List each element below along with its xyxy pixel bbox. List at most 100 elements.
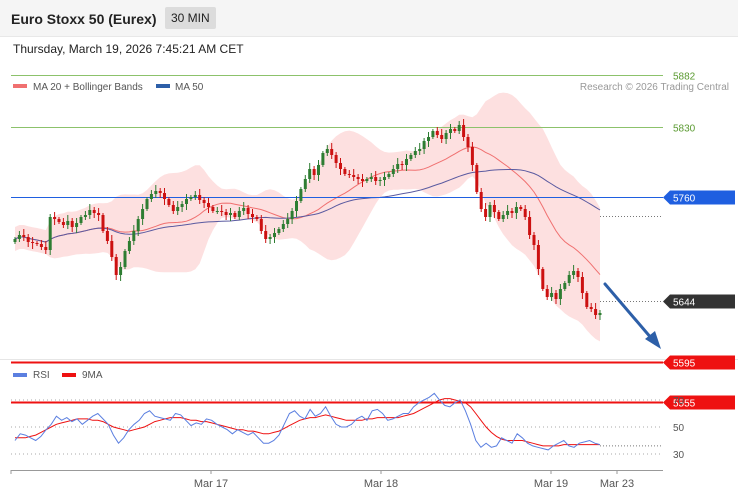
candle-body (242, 208, 246, 211)
candle-body (237, 211, 241, 217)
candle-body (198, 195, 202, 200)
support-label-5555: 5555 (673, 399, 696, 410)
candle-body (510, 211, 514, 213)
candle-body (576, 271, 580, 277)
candle-body (189, 197, 193, 199)
candle-body (211, 207, 215, 211)
price-levels (11, 75, 663, 404)
candle-body (431, 131, 435, 137)
candle-body (536, 245, 540, 269)
candle-body (259, 219, 263, 231)
candle-body (466, 137, 470, 147)
chart-datetime: Thursday, March 19, 2026 7:45:21 AM CET (13, 42, 244, 56)
rsi-legend-swatch (13, 373, 27, 377)
candle-body (413, 151, 417, 155)
candle-body (545, 289, 549, 297)
ma20-line (14, 146, 601, 275)
rsi-tick-label-30: 30 (673, 450, 685, 461)
candle-body (185, 199, 188, 204)
rsi-ma-line (15, 398, 600, 447)
candle-body (422, 141, 426, 149)
support-label-box (663, 355, 735, 370)
x-tick-label: Mar 18 (364, 478, 398, 490)
candle-body (75, 223, 79, 227)
candle-body (114, 257, 118, 275)
ma50-legend-label: MA 50 (175, 82, 204, 93)
interval-selector[interactable]: 30 MIN (165, 7, 216, 29)
candle-body (35, 243, 39, 244)
candle-body (176, 207, 180, 211)
last-price-label-5644: 5644 (673, 298, 696, 309)
candle-body (567, 275, 571, 283)
candle-body (251, 214, 254, 217)
candle-body (365, 179, 369, 181)
candle-body (53, 217, 57, 219)
ma50-line (14, 169, 601, 243)
candle-body (202, 200, 206, 203)
forecast-arrow (603, 282, 661, 349)
candle-body (492, 205, 496, 212)
candle-body (207, 203, 210, 207)
candle-body (39, 244, 43, 247)
candle-body (330, 149, 334, 155)
candle-body (321, 153, 325, 165)
candle-body (268, 237, 272, 239)
candle-body (550, 293, 554, 297)
candle-body (233, 213, 237, 217)
candle-body (88, 210, 92, 215)
last-price-label-box (663, 294, 735, 309)
candle-body (299, 189, 303, 201)
candle-body (286, 219, 290, 224)
candle-body (387, 174, 391, 177)
candle-body (317, 165, 320, 175)
candle-body (519, 207, 523, 209)
candle-body (374, 177, 378, 181)
candle-body (558, 289, 562, 299)
candle-body (352, 175, 356, 177)
candle-body (123, 251, 127, 267)
candle-body (405, 159, 408, 165)
candle-body (154, 191, 158, 194)
candle-body (308, 169, 312, 179)
candle-body (435, 131, 439, 135)
candle-body (418, 149, 422, 151)
ma50-legend-swatch (156, 84, 170, 88)
candle-body (440, 135, 444, 139)
candle-body (132, 231, 136, 241)
candle-body (312, 169, 316, 175)
candle-body (347, 174, 351, 175)
candle-body (105, 231, 109, 241)
rsi-panel: 30 50 70 (11, 392, 685, 461)
candle-body (475, 165, 479, 192)
candle-body (215, 211, 219, 212)
rsi-legend-label: RSI (33, 370, 50, 381)
candle-body (224, 212, 228, 215)
candle-body (246, 208, 250, 214)
candle-body (594, 309, 598, 315)
candle-body (409, 155, 413, 159)
candle-body (339, 163, 342, 169)
candle-body (378, 180, 382, 181)
candle-body (127, 241, 131, 251)
candle-body (145, 199, 149, 209)
candle-body (585, 293, 589, 307)
candle-body (61, 222, 65, 225)
candle-body (343, 169, 347, 174)
candle-body (119, 267, 123, 275)
candle-body (48, 217, 52, 250)
candle-body (479, 192, 483, 209)
rsi-ma-legend-label: 9MA (82, 370, 103, 381)
candle-body (110, 241, 114, 257)
candle-body (277, 229, 281, 233)
candle-body (57, 219, 61, 222)
candle-body (453, 129, 457, 131)
candle-body (501, 215, 505, 219)
candle-body (255, 217, 259, 219)
candle-body (97, 213, 101, 215)
candle-body (488, 205, 492, 217)
candle-body (427, 137, 430, 141)
resistance-label-5830: 5830 (673, 124, 696, 135)
candle-body (532, 235, 536, 245)
candle-body (506, 211, 510, 215)
candle-body (383, 177, 386, 180)
